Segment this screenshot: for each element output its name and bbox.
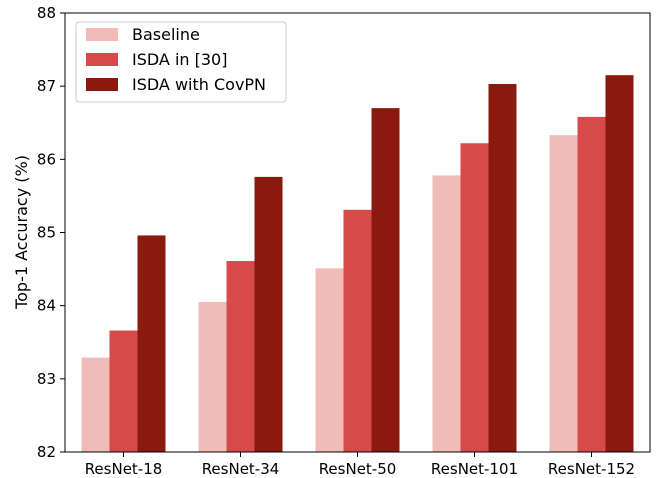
y-tick-label: 84 — [37, 297, 56, 315]
bar-resnet-152-series-1 — [549, 135, 578, 452]
bar-resnet-18-series-3 — [137, 235, 166, 452]
y-axis-label: Top-1 Accuracy (%) — [12, 155, 31, 310]
bar-resnet-152-series-3 — [605, 75, 634, 453]
bar-resnet-50-series-1 — [315, 268, 344, 452]
y-tick-label: 87 — [37, 77, 56, 95]
legend-box — [75, 21, 287, 103]
legend: Baseline ISDA in [30] ISDA with CovPN — [75, 21, 287, 103]
bar-resnet-18-series-2 — [109, 330, 138, 452]
x-tick-label: ResNet-152 — [548, 460, 635, 478]
y-axis: 82 83 84 85 86 87 88 — [37, 4, 65, 461]
legend-swatch — [86, 78, 118, 91]
bar-resnet-101-series-1 — [432, 175, 461, 452]
y-tick-label: 83 — [37, 370, 56, 388]
y-tick-label: 88 — [37, 4, 56, 22]
legend-swatch — [86, 28, 118, 41]
bar-resnet-34-series-2 — [226, 261, 255, 452]
x-tick-label: ResNet-101 — [431, 460, 518, 478]
y-tick-label: 86 — [37, 150, 56, 168]
bar-resnet-101-series-2 — [460, 143, 489, 452]
x-tick-label: ResNet-18 — [85, 460, 163, 478]
bar-resnet-152-series-2 — [577, 116, 606, 452]
x-tick-label: ResNet-50 — [319, 460, 397, 478]
x-axis: ResNet-18 ResNet-34 ResNet-50 ResNet-101 Res… — [85, 452, 635, 478]
y-tick-label: 85 — [37, 224, 56, 242]
bar-resnet-34-series-3 — [254, 176, 283, 453]
bar-resnet-34-series-1 — [198, 302, 227, 452]
bar-resnet-18-series-1 — [81, 357, 110, 452]
legend-label: ISDA in [30] — [132, 50, 227, 69]
legend-label: Baseline — [132, 25, 200, 44]
y-tick-label: 82 — [37, 443, 56, 461]
bars-group — [81, 75, 634, 453]
legend-swatch — [86, 53, 118, 66]
bar-resnet-50-series-3 — [371, 108, 400, 452]
bar-resnet-50-series-2 — [343, 209, 372, 452]
x-tick-label: ResNet-34 — [202, 460, 280, 478]
legend-label: ISDA with CovPN — [132, 75, 266, 94]
bar-resnet-101-series-3 — [488, 83, 517, 452]
